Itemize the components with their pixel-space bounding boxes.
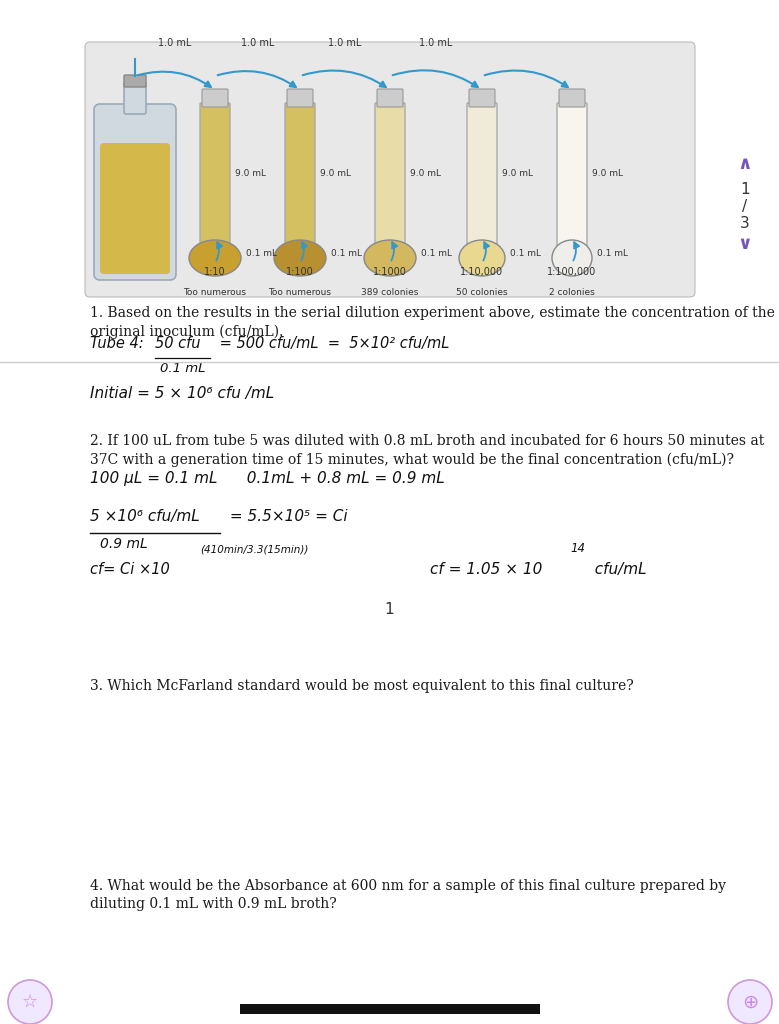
Text: Too numerous: Too numerous bbox=[184, 288, 246, 297]
Text: 3: 3 bbox=[740, 216, 750, 231]
Text: 9.0 mL: 9.0 mL bbox=[235, 169, 266, 178]
Text: 0.1 mL: 0.1 mL bbox=[246, 250, 277, 258]
Text: Too numerous: Too numerous bbox=[269, 288, 332, 297]
Text: 0.1 mL: 0.1 mL bbox=[160, 362, 206, 375]
Text: 0.1 mL: 0.1 mL bbox=[597, 250, 628, 258]
Text: 1. Based on the results in the serial dilution experiment above, estimate the co: 1. Based on the results in the serial di… bbox=[90, 306, 775, 339]
Text: 1:10: 1:10 bbox=[204, 267, 226, 278]
Text: 1.0 mL: 1.0 mL bbox=[328, 38, 361, 48]
Text: 5 ×10⁶ cfu/mL: 5 ×10⁶ cfu/mL bbox=[90, 509, 199, 524]
FancyBboxPatch shape bbox=[100, 143, 170, 274]
Text: 9.0 mL: 9.0 mL bbox=[592, 169, 623, 178]
FancyBboxPatch shape bbox=[377, 89, 403, 106]
Text: 0.1 mL: 0.1 mL bbox=[510, 250, 541, 258]
FancyBboxPatch shape bbox=[287, 89, 313, 106]
Text: 1:1000: 1:1000 bbox=[373, 267, 407, 278]
Text: /: / bbox=[742, 199, 748, 213]
Text: (410min/3.3(15min)): (410min/3.3(15min)) bbox=[200, 544, 308, 554]
Text: 1.0 mL: 1.0 mL bbox=[241, 38, 274, 48]
Text: 100 μL = 0.1 mL      0.1mL + 0.8 mL = 0.9 mL: 100 μL = 0.1 mL 0.1mL + 0.8 mL = 0.9 mL bbox=[90, 471, 445, 486]
Text: 1.0 mL: 1.0 mL bbox=[158, 38, 192, 48]
FancyBboxPatch shape bbox=[467, 103, 497, 260]
FancyBboxPatch shape bbox=[85, 42, 695, 297]
Text: 50 colonies: 50 colonies bbox=[456, 288, 508, 297]
FancyBboxPatch shape bbox=[559, 89, 585, 106]
Bar bbox=[240, 1004, 540, 1014]
FancyBboxPatch shape bbox=[124, 82, 146, 114]
Text: Initial = 5 × 10⁶ cfu /mL: Initial = 5 × 10⁶ cfu /mL bbox=[90, 386, 274, 401]
Text: 389 colonies: 389 colonies bbox=[361, 288, 418, 297]
Text: 0.1 mL: 0.1 mL bbox=[331, 250, 362, 258]
Text: 1: 1 bbox=[740, 181, 750, 197]
FancyBboxPatch shape bbox=[375, 103, 405, 260]
Text: 1:10,000: 1:10,000 bbox=[460, 267, 503, 278]
Ellipse shape bbox=[459, 240, 505, 276]
Ellipse shape bbox=[364, 240, 416, 276]
Text: = 5.5×10⁵ = Ci: = 5.5×10⁵ = Ci bbox=[225, 509, 347, 524]
Text: ⊕: ⊕ bbox=[742, 992, 758, 1012]
Circle shape bbox=[728, 980, 772, 1024]
Ellipse shape bbox=[274, 240, 326, 276]
Ellipse shape bbox=[189, 240, 241, 276]
Text: 0.1 mL: 0.1 mL bbox=[421, 250, 452, 258]
FancyBboxPatch shape bbox=[285, 103, 315, 260]
Text: 1.0 mL: 1.0 mL bbox=[419, 38, 453, 48]
Text: 4. What would be the Absorbance at 600 nm for a sample of this final culture pre: 4. What would be the Absorbance at 600 n… bbox=[90, 879, 726, 911]
Text: 14: 14 bbox=[570, 542, 585, 555]
Text: ☆: ☆ bbox=[22, 993, 38, 1011]
Ellipse shape bbox=[552, 240, 592, 276]
Text: 9.0 mL: 9.0 mL bbox=[410, 169, 441, 178]
Text: cfu/mL: cfu/mL bbox=[585, 562, 647, 577]
Text: ∨: ∨ bbox=[738, 234, 753, 253]
Text: cf = 1.05 × 10: cf = 1.05 × 10 bbox=[430, 562, 542, 577]
FancyBboxPatch shape bbox=[200, 103, 230, 260]
FancyBboxPatch shape bbox=[94, 104, 176, 280]
FancyBboxPatch shape bbox=[557, 103, 587, 260]
Text: 1:100,000: 1:100,000 bbox=[548, 267, 597, 278]
Circle shape bbox=[8, 980, 52, 1024]
Text: 3. Which McFarland standard would be most equivalent to this final culture?: 3. Which McFarland standard would be mos… bbox=[90, 679, 634, 693]
Text: 9.0 mL: 9.0 mL bbox=[320, 169, 351, 178]
FancyBboxPatch shape bbox=[124, 75, 146, 87]
Text: = 500 cfu/mL  =  5×10² cfu/mL: = 500 cfu/mL = 5×10² cfu/mL bbox=[215, 336, 449, 351]
Text: Tube 4:: Tube 4: bbox=[90, 336, 153, 351]
Text: cf= Ci ×10: cf= Ci ×10 bbox=[90, 562, 170, 577]
Text: 2 colonies: 2 colonies bbox=[549, 288, 595, 297]
FancyBboxPatch shape bbox=[202, 89, 228, 106]
Text: 1: 1 bbox=[385, 602, 394, 617]
Text: 2. If 100 uL from tube 5 was diluted with 0.8 mL broth and incubated for 6 hours: 2. If 100 uL from tube 5 was diluted wit… bbox=[90, 434, 764, 467]
Text: 0.9 mL: 0.9 mL bbox=[100, 537, 148, 551]
Text: ∧: ∧ bbox=[738, 155, 753, 173]
FancyBboxPatch shape bbox=[469, 89, 495, 106]
Text: 1:100: 1:100 bbox=[286, 267, 314, 278]
Text: 9.0 mL: 9.0 mL bbox=[502, 169, 533, 178]
Text: 50 cfu: 50 cfu bbox=[155, 336, 200, 351]
